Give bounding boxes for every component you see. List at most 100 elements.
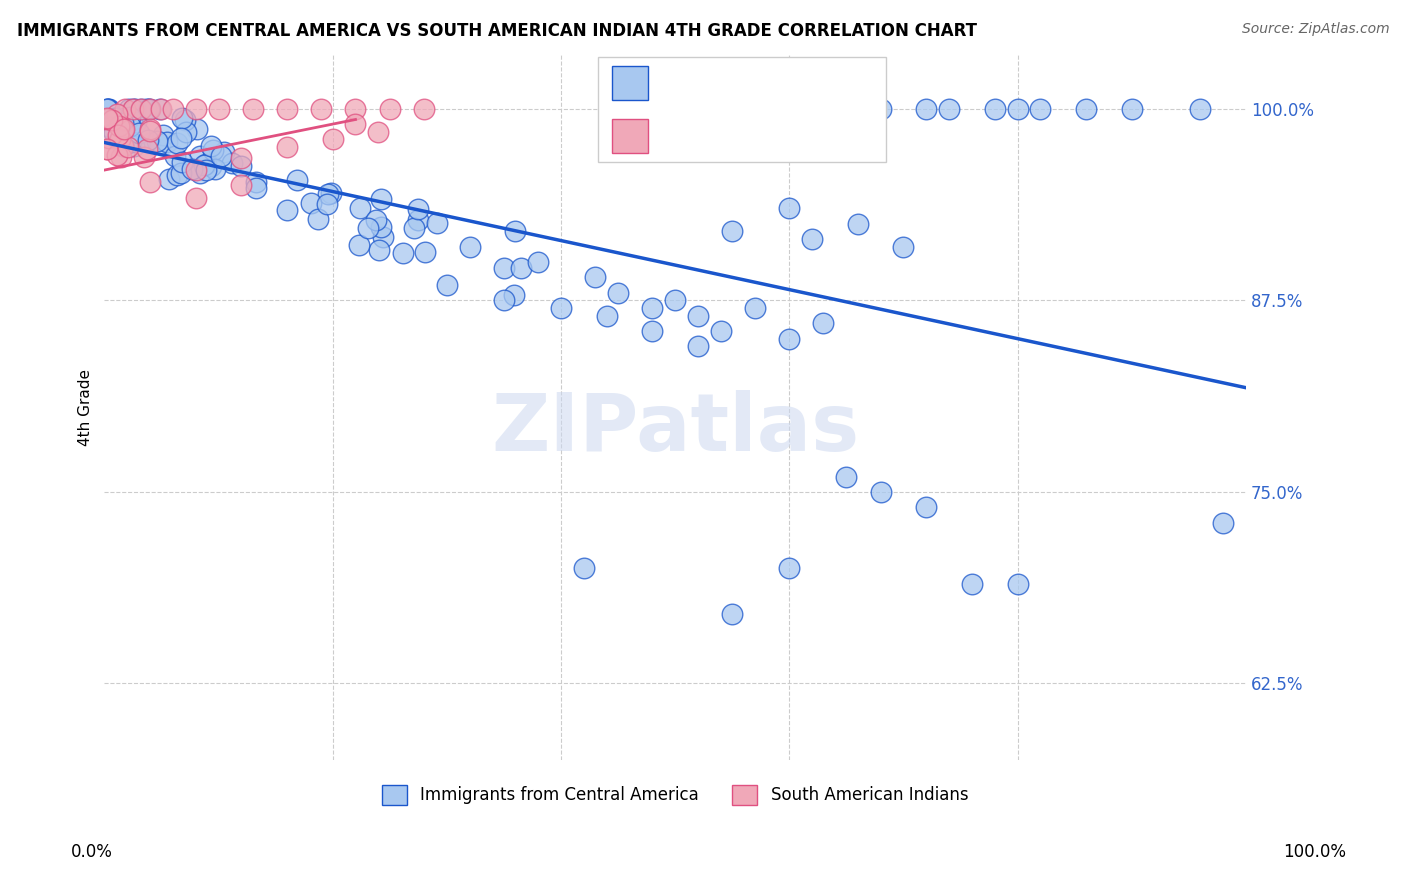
Point [139,124,162,138]
Text: IMMIGRANTS FROM CENTRAL AMERICA VS SOUTH AMERICAN INDIAN 4TH GRADE CORRELATION C: IMMIGRANTS FROM CENTRAL AMERICA VS SOUTH… [17,22,977,40]
Point [721,607,744,622]
Text: Source: ZipAtlas.com: Source: ZipAtlas.com [1241,22,1389,37]
Point [406,213,429,227]
Point [322,132,344,146]
Point [107,128,129,142]
Point [96,111,118,125]
Point [166,168,188,182]
Point [494,261,516,276]
Point [893,240,915,254]
Point [406,202,429,216]
Point [364,213,387,227]
Point [1007,577,1029,591]
Point [209,149,232,163]
Point [96,102,118,116]
Point [316,186,339,201]
Point [124,102,146,116]
Point [98,130,121,145]
Point [201,143,224,157]
Point [122,139,145,153]
Point [207,102,229,116]
Point [983,102,1005,116]
Point [108,133,131,147]
Point [641,324,664,338]
Point [159,171,181,186]
Point [112,139,135,153]
Point [710,324,733,338]
Point [315,197,337,211]
Point [105,147,128,161]
Point [458,240,481,254]
Point [193,158,215,172]
Point [231,178,253,193]
Point [212,145,235,159]
Point [835,102,858,116]
Point [118,110,141,124]
Point [139,121,162,136]
Text: 0.0%: 0.0% [70,843,112,861]
Point [801,102,824,116]
Point [276,140,298,154]
Point [813,316,835,330]
Point [204,162,226,177]
Point [686,102,709,116]
Point [103,124,125,138]
Point [170,131,193,145]
Point [299,195,322,210]
Point [664,293,686,308]
Point [107,114,129,128]
Point [150,102,173,116]
Point [112,123,135,137]
Point [938,102,960,116]
Point [174,125,197,139]
Point [114,102,136,116]
Point [190,166,212,180]
Point [1074,102,1097,116]
Point [778,202,800,216]
Point [105,115,128,129]
Point [319,186,342,201]
Point [174,112,197,127]
Point [112,112,135,126]
Point [128,126,150,140]
Point [415,245,437,260]
Point [309,102,332,116]
Point [915,500,938,515]
Point [744,102,766,116]
Point [139,175,162,189]
Point [221,156,243,170]
Point [170,165,193,179]
Point [915,102,938,116]
Point [135,102,157,116]
Point [607,285,630,300]
Point [111,139,134,153]
Point [195,162,218,177]
Point [392,245,415,260]
Point [122,102,145,116]
Point [138,102,160,116]
Point [527,255,550,269]
Point [172,111,194,125]
Point [492,293,515,308]
Point [505,223,527,237]
Point [163,149,186,163]
Point [370,219,392,234]
Point [152,128,174,142]
Point [108,119,131,133]
Point [121,112,143,127]
Point [367,125,389,139]
Point [503,287,526,301]
Point [231,151,253,165]
Point [960,577,983,591]
Point [162,102,184,116]
Point [139,136,162,150]
Point [869,102,891,116]
Text: 100.0%: 100.0% [1284,843,1346,861]
Point [111,116,134,130]
Point [801,232,824,246]
Point [149,136,172,151]
Point [139,102,162,116]
Point [200,138,222,153]
Point [96,102,118,116]
Point [1029,102,1052,116]
